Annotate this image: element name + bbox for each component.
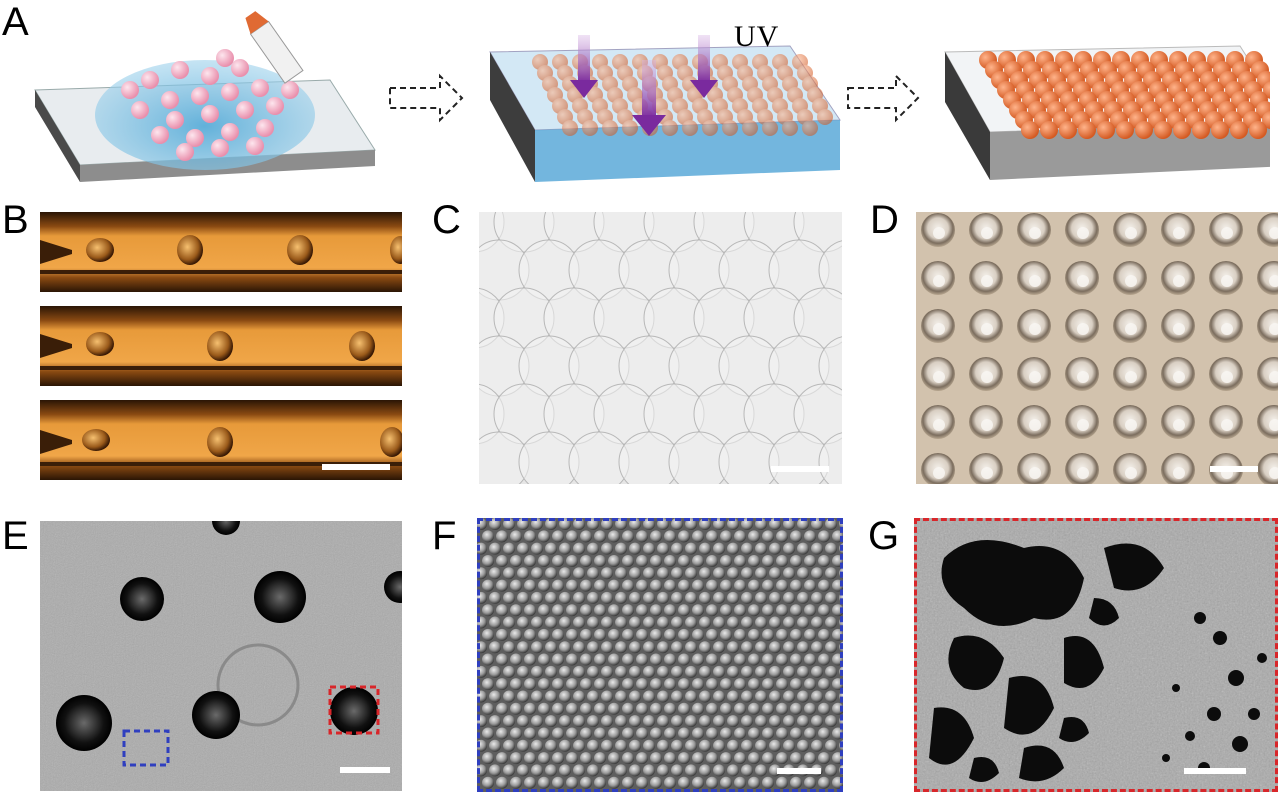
panel-label-g: G bbox=[868, 514, 900, 558]
orange-spheres bbox=[979, 51, 1270, 139]
panel-g-sem bbox=[914, 518, 1278, 792]
panel-label-d: D bbox=[870, 198, 899, 242]
channel-strip-2 bbox=[40, 306, 402, 386]
channel-strip-3 bbox=[40, 400, 402, 480]
process-arrow-2 bbox=[847, 73, 920, 123]
scale-bar-e bbox=[340, 767, 390, 773]
sem-pores bbox=[56, 521, 402, 751]
pipette bbox=[245, 11, 304, 84]
panel-b-channels bbox=[40, 212, 402, 484]
scale-bar-c bbox=[771, 466, 829, 472]
frame-blue bbox=[477, 518, 843, 792]
scale-bar-d bbox=[1210, 466, 1258, 472]
panel-e-sem bbox=[40, 521, 402, 791]
panel-label-f: F bbox=[432, 514, 457, 558]
scale-bar-b bbox=[322, 464, 390, 470]
frame-red bbox=[914, 518, 1278, 792]
pink-spheres bbox=[121, 49, 299, 161]
panel-label-e: E bbox=[2, 514, 29, 558]
channel-strip-1 bbox=[40, 212, 402, 292]
uv-label: UV bbox=[734, 20, 779, 53]
scale-bar-f bbox=[777, 768, 821, 774]
step3-slab bbox=[944, 45, 1270, 180]
scale-bar-g bbox=[1184, 768, 1246, 774]
zoom-box-red bbox=[328, 685, 380, 735]
panel-label-c: C bbox=[432, 198, 461, 242]
panel-f-sem bbox=[477, 518, 843, 792]
panel-label-b: B bbox=[2, 198, 29, 242]
porous-structure bbox=[929, 540, 1267, 782]
panel-a-schematic: UV bbox=[34, 11, 1270, 182]
panel-label-a: A bbox=[2, 0, 29, 44]
uv-arrows bbox=[570, 35, 718, 136]
process-arrow-1 bbox=[389, 73, 464, 123]
step2-slab bbox=[489, 35, 841, 182]
zoom-box-blue bbox=[122, 729, 170, 767]
panel-d-micrograph bbox=[916, 212, 1278, 484]
step1-slab bbox=[34, 11, 376, 182]
panel-c-micrograph bbox=[479, 212, 842, 484]
